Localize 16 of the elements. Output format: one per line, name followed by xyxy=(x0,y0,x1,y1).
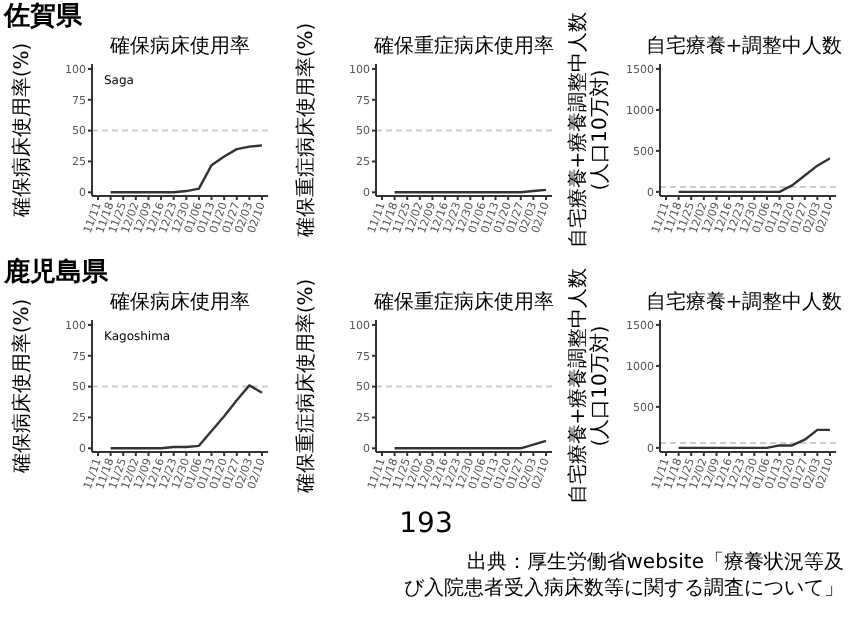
text: 佐賀県 xyxy=(2,2,84,32)
text: 193 xyxy=(399,508,453,540)
chart-title: 確保重症病床使用率 xyxy=(372,290,554,314)
y-axis-title: 確保病床使用率(%) xyxy=(10,42,34,220)
chart-title: 確保病床使用率 xyxy=(108,34,250,58)
chart-title: 確保重症病床使用率 xyxy=(372,34,554,58)
y-axis-title: 確保重症病床使用率(%) xyxy=(294,278,318,496)
y-axis-title: 確保重症病床使用率(%) xyxy=(294,22,318,240)
y-axis-title: 自宅療養+療養調整中人数(人口10万対) xyxy=(566,267,612,505)
text: 鹿児島県 xyxy=(2,256,110,288)
chart-title: 確保病床使用率 xyxy=(108,290,250,314)
y-axis-title: 確保病床使用率(%) xyxy=(10,298,34,476)
source-note: 出典：厚生労働省website「療養状況等及び入院患者受入病床数等に関する調査について」 xyxy=(404,550,844,600)
y-axis-title: 自宅療養+療養調整中人数(人口10万対) xyxy=(566,11,612,249)
chart-title: 自宅療養+調整中人数 xyxy=(645,34,843,58)
chart-title: 自宅療養+調整中人数 xyxy=(645,290,843,314)
